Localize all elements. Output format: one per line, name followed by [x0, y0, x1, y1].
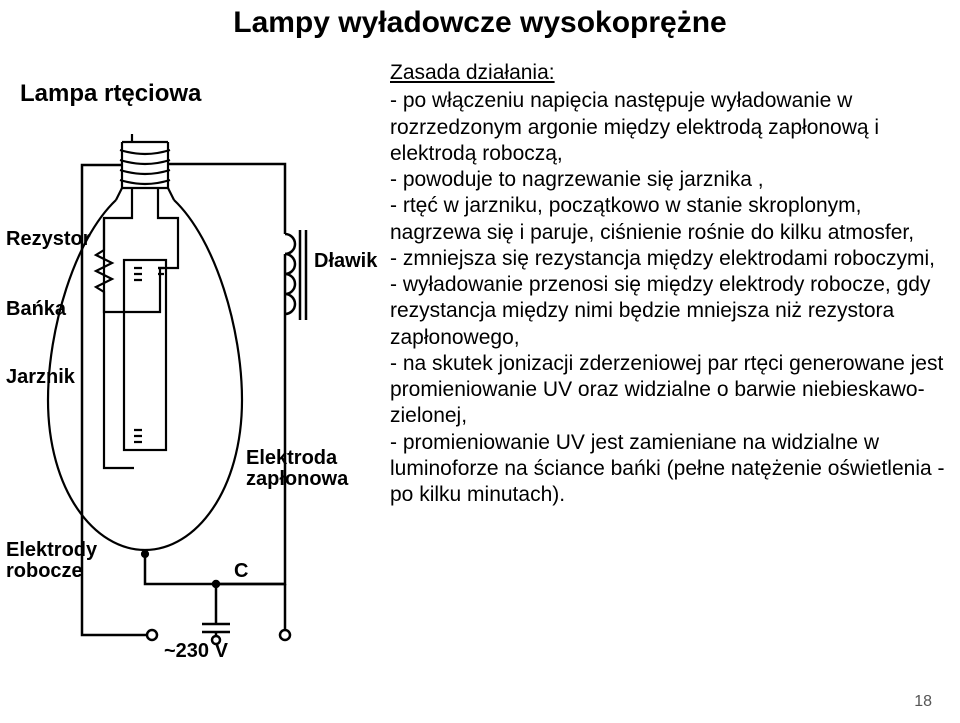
principle-item: - rtęć w jarzniku, początkowo w stanie s…	[390, 193, 945, 246]
label-zasilanie: ~230 V	[164, 640, 228, 663]
label-kondensator: C	[234, 560, 248, 583]
principle-item: - po włączeniu napięcia następuje wyłado…	[390, 88, 945, 167]
principle-item: - zmniejsza się rezystancja między elekt…	[390, 246, 945, 272]
principle-item: - powoduje to nagrzewanie się jarznika ,	[390, 167, 945, 193]
label-elektroda-zaplonowa: Elektroda zapłonowa	[246, 448, 348, 490]
principle-item: - promieniowanie UV jest zamieniane na w…	[390, 430, 945, 509]
lamp-circuit-diagram: Rezystor Bańka Jarznik Elektrody robocze…	[14, 130, 384, 690]
principle-heading: Zasada działania:	[390, 60, 945, 86]
label-dlawik: Dławik	[314, 250, 377, 273]
principle-block: Zasada działania: - po włączeniu napięci…	[390, 60, 945, 508]
label-rezystor: Rezystor	[6, 228, 90, 251]
principle-item: - wyładowanie przenosi się między elektr…	[390, 272, 945, 351]
page-title: Lampy wyładowcze wysokoprężne	[0, 6, 960, 40]
label-elektrody-robocze: Elektrody robocze	[6, 540, 97, 582]
page-number: 18	[914, 693, 932, 711]
lamp-subheading: Lampa rtęciowa	[20, 80, 201, 108]
principle-item: - na skutek jonizacji zderzeniowej par r…	[390, 351, 945, 430]
label-jarznik: Jarznik	[6, 366, 75, 389]
label-banka: Bańka	[6, 298, 66, 321]
